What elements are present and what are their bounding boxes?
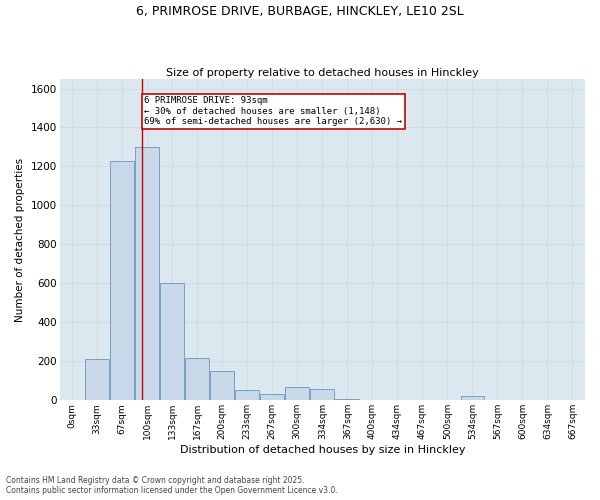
Y-axis label: Number of detached properties: Number of detached properties — [15, 158, 25, 322]
X-axis label: Distribution of detached houses by size in Hinckley: Distribution of detached houses by size … — [179, 445, 465, 455]
Text: Contains HM Land Registry data © Crown copyright and database right 2025.
Contai: Contains HM Land Registry data © Crown c… — [6, 476, 338, 495]
Text: 6, PRIMROSE DRIVE, BURBAGE, HINCKLEY, LE10 2SL: 6, PRIMROSE DRIVE, BURBAGE, HINCKLEY, LE… — [136, 5, 464, 18]
Bar — [260, 394, 284, 400]
Text: 6 PRIMROSE DRIVE: 93sqm
← 30% of detached houses are smaller (1,148)
69% of semi: 6 PRIMROSE DRIVE: 93sqm ← 30% of detache… — [145, 96, 403, 126]
Bar — [135, 147, 159, 401]
Bar — [211, 371, 234, 400]
Bar — [461, 396, 484, 400]
Bar — [286, 386, 309, 400]
Title: Size of property relative to detached houses in Hinckley: Size of property relative to detached ho… — [166, 68, 479, 78]
Bar — [235, 390, 259, 400]
Bar — [160, 284, 184, 401]
Bar — [85, 360, 109, 401]
Bar — [185, 358, 209, 401]
Bar — [310, 388, 334, 400]
Bar — [110, 160, 134, 400]
